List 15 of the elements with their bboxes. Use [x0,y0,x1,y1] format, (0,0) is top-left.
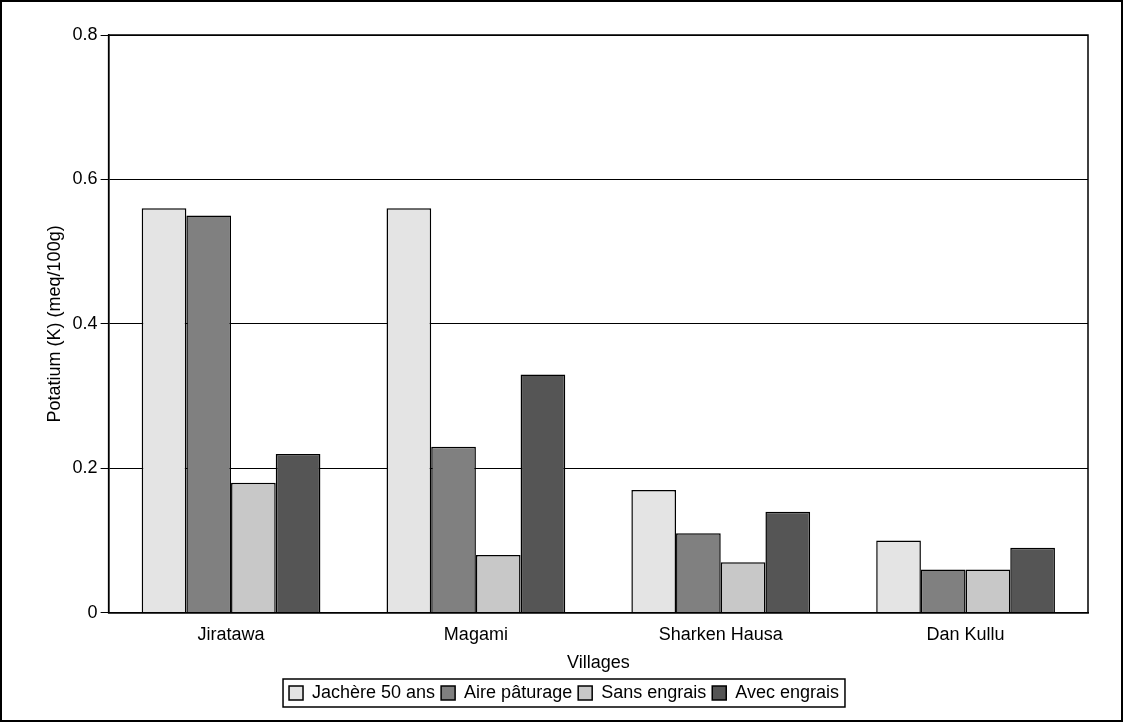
y-tick-label: 0.8 [72,23,98,44]
x-tick-label: Dan Kullu [926,623,1005,644]
x-tick-label: Jiratawa [197,623,266,644]
y-axis-title: Potatium (K) (meq/100g) [43,225,64,423]
x-tick-label: Magami [443,623,508,644]
legend-label: Aire pâturage [464,681,573,702]
y-tick-label: 0.2 [72,457,98,478]
legend-label: Avec engrais [735,681,839,702]
y-tick-label: 0.4 [72,312,98,333]
y-tick-label: 0.6 [72,168,98,189]
y-tick-label: 0 [87,601,98,622]
x-axis-title: Villages [566,652,630,673]
x-tick-label: Sharken Hausa [658,623,784,644]
legend-label: Sans engrais [601,681,707,702]
legend-label: Jachère 50 ans [312,681,436,702]
